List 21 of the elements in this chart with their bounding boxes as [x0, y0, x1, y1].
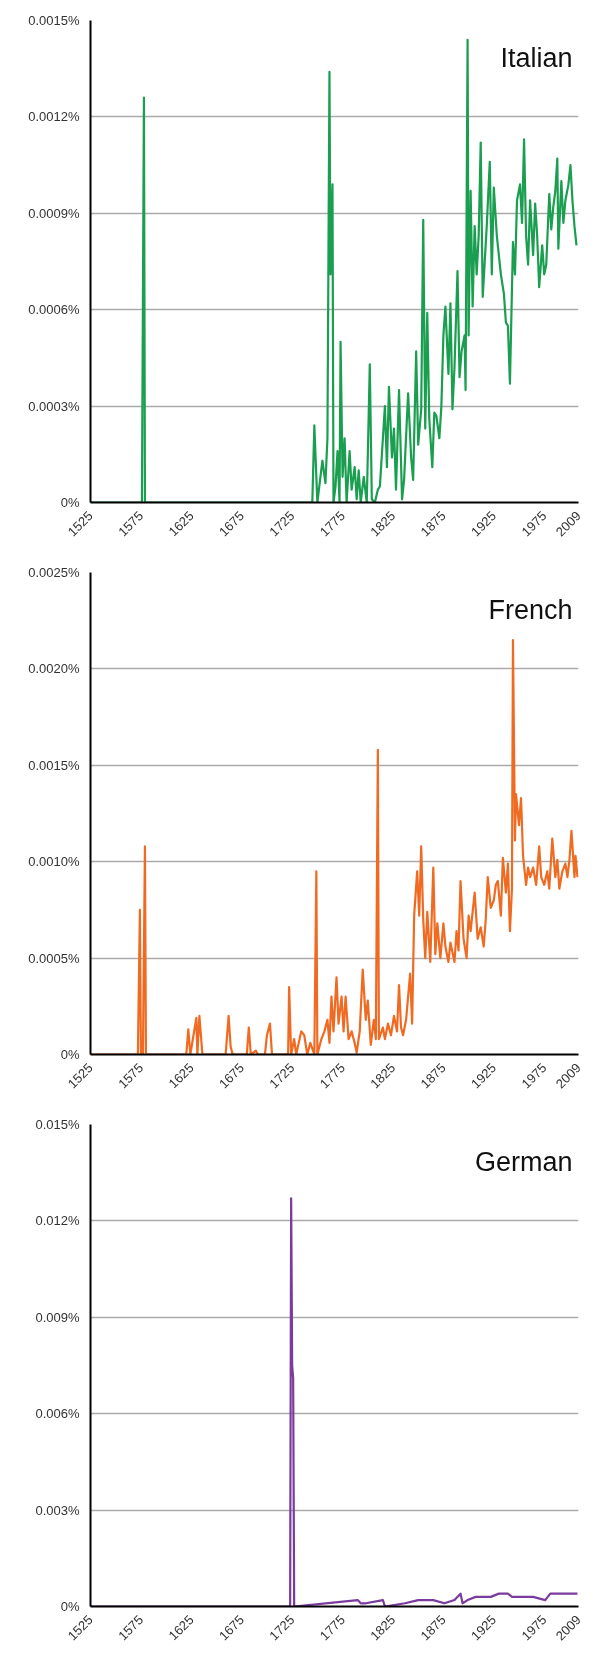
series-label: French — [488, 594, 573, 625]
y-tick-label: 0.0015% — [28, 757, 80, 773]
y-tick-label: 0% — [60, 1599, 80, 1614]
y-tick-label: 0.015% — [35, 1117, 80, 1132]
y-tick-label: 0.0012% — [28, 109, 80, 125]
y-tick-label: 0.0025% — [28, 565, 80, 580]
y-tick-label: 0.006% — [35, 1406, 80, 1422]
y-tick-label: 0.0015% — [28, 13, 80, 28]
y-tick-label: 0.0005% — [28, 950, 80, 966]
y-tick-label: 0.0006% — [28, 302, 80, 318]
y-tick-label: 0.0009% — [28, 205, 80, 221]
text: German — [474, 1146, 573, 1177]
y-tick-label: 0.0010% — [28, 854, 80, 870]
y-tick-label: 0% — [60, 1047, 80, 1062]
y-tick-label: 0.0003% — [28, 398, 80, 414]
y-tick-label: 0.003% — [35, 1502, 80, 1518]
series-label: Italian — [500, 42, 573, 73]
y-tick-label: 0.0020% — [28, 661, 80, 677]
y-tick-label: 0.012% — [35, 1213, 80, 1229]
y-tick-label: 0% — [60, 495, 80, 510]
y-tick-label: 0.009% — [35, 1309, 80, 1325]
